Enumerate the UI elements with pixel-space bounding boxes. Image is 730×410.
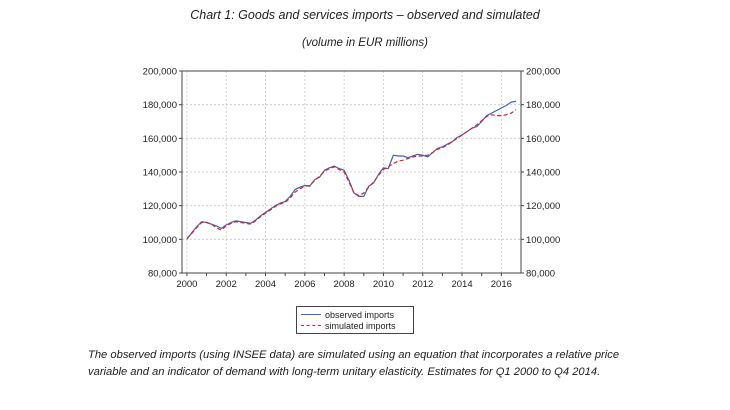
chart-title: Chart 1: Goods and services imports – ob… xyxy=(190,8,540,22)
x-tick-label: 2016 xyxy=(491,279,512,290)
y-tick-label-left: 100,000 xyxy=(143,235,177,246)
legend-label-simulated: simulated imports xyxy=(325,320,396,331)
legend-item-observed: observed imports xyxy=(301,309,394,320)
y-tick-label-right: 120,000 xyxy=(526,201,560,212)
y-tick-label-left: 140,000 xyxy=(143,168,177,179)
chart-caption: The observed imports (using INSEE data) … xyxy=(88,349,620,378)
y-tick-label-right: 160,000 xyxy=(526,134,560,145)
x-tick-label: 2002 xyxy=(216,279,237,290)
legend-swatch-simulated xyxy=(301,325,321,326)
x-tick-label: 2012 xyxy=(412,279,433,290)
legend-swatch-observed xyxy=(301,314,321,315)
x-tick-label: 2010 xyxy=(373,279,394,290)
y-tick-label-right: 100,000 xyxy=(526,235,560,246)
x-tick-label: 2000 xyxy=(176,279,197,290)
legend-item-simulated: simulated imports xyxy=(301,320,396,331)
y-tick-label-left: 120,000 xyxy=(143,201,177,212)
observed-imports-line xyxy=(186,100,517,240)
y-tick-label-left: 160,000 xyxy=(143,134,177,145)
chart-subtitle: (volume in EUR millions) xyxy=(302,37,428,49)
y-tick-label-right: 80,000 xyxy=(526,269,555,280)
chart-legend: observed imports simulated imports xyxy=(296,306,414,334)
y-tick-label-left: 180,000 xyxy=(143,100,177,111)
y-tick-label-right: 200,000 xyxy=(526,67,560,78)
y-tick-label-right: 180,000 xyxy=(526,100,560,111)
legend-label-observed: observed imports xyxy=(325,309,395,320)
x-tick-label: 2008 xyxy=(334,279,355,290)
x-tick-label: 2014 xyxy=(451,279,472,290)
y-tick-label-left: 200,000 xyxy=(143,67,177,78)
y-tick-label-left: 80,000 xyxy=(148,269,177,280)
y-tick-label-right: 140,000 xyxy=(526,168,560,179)
simulated-imports-line xyxy=(186,109,517,239)
x-tick-label: 2006 xyxy=(294,279,315,290)
x-tick-label: 2004 xyxy=(255,279,276,290)
